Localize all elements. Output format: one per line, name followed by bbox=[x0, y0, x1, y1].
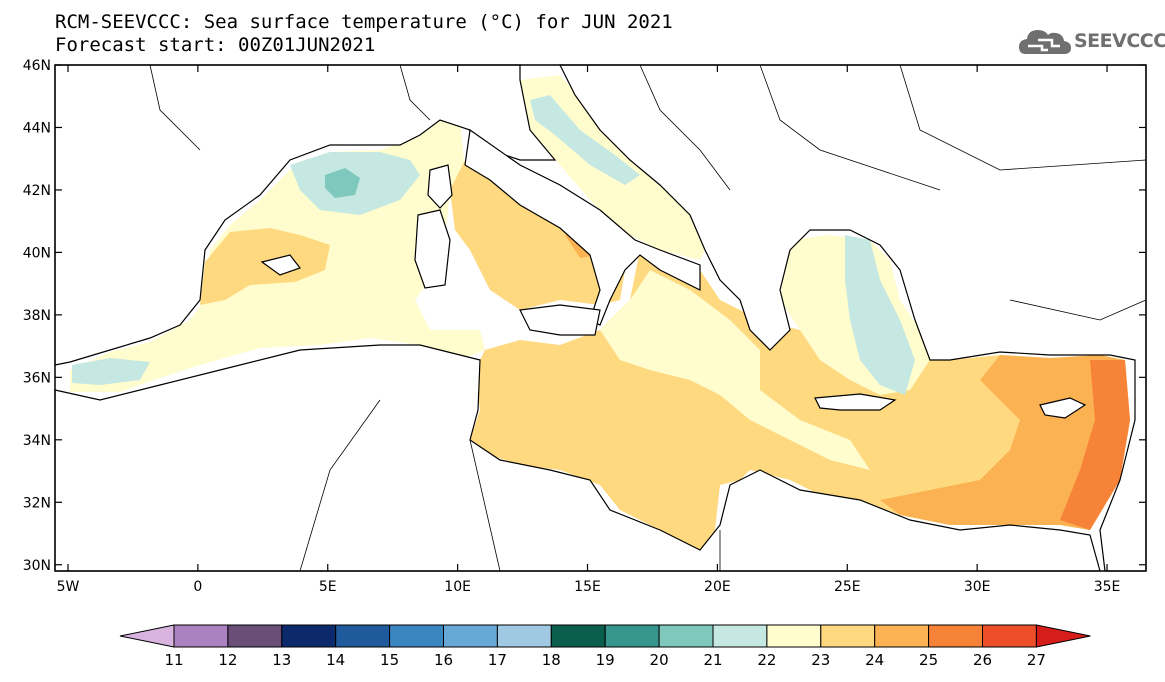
border-line bbox=[759, 64, 941, 191]
border-line bbox=[899, 64, 1147, 171]
colorbar-label: 12 bbox=[218, 651, 237, 669]
lon-tick-label: 5E bbox=[319, 579, 337, 595]
colorbar-swatch bbox=[604, 624, 660, 648]
colorbar-label: 20 bbox=[650, 651, 669, 669]
land-balearics bbox=[260, 254, 301, 276]
logo-text: SEEVCCC bbox=[1074, 30, 1165, 52]
lat-tick-label: 38N bbox=[23, 308, 51, 324]
colorbar-label: 27 bbox=[1027, 651, 1046, 669]
lon-tick-label: 0 bbox=[193, 579, 202, 595]
map-border bbox=[54, 64, 1147, 572]
lon-tick-label: 5W bbox=[57, 579, 80, 595]
colorbar-swatch bbox=[550, 624, 606, 648]
colorbar-swatch bbox=[712, 624, 768, 648]
cloud-icon bbox=[1019, 30, 1071, 54]
sst-region-22-adriatic bbox=[530, 95, 640, 185]
land-corsica bbox=[427, 164, 453, 209]
colorbar-swatch bbox=[982, 624, 1037, 648]
lon-tick-label: 15E bbox=[574, 579, 601, 595]
border-line bbox=[639, 64, 731, 191]
lon-tick-label: 25E bbox=[834, 579, 861, 595]
lon-tick-label: 10E bbox=[444, 579, 471, 595]
border-line bbox=[469, 439, 501, 572]
colorbar-swatch bbox=[173, 624, 229, 648]
colorbar-label: 22 bbox=[757, 651, 776, 669]
colorbar-label: 23 bbox=[811, 651, 830, 669]
lat-tick-label: 30N bbox=[23, 558, 51, 574]
colorbar-swatch bbox=[820, 624, 876, 648]
border-line bbox=[149, 64, 201, 151]
lat-tick-label: 32N bbox=[23, 495, 51, 511]
sst-region-24-west-band bbox=[200, 228, 330, 305]
sst-region-21-gulf-of-lion bbox=[325, 168, 360, 198]
colorbar-label: 21 bbox=[703, 651, 722, 669]
land-sicily bbox=[519, 304, 601, 336]
lat-tick-label: 40N bbox=[23, 245, 51, 261]
colorbar-upper-triangle bbox=[1035, 624, 1091, 648]
land-balkans-turkey bbox=[559, 64, 1147, 572]
lat-tick-label: 44N bbox=[23, 120, 51, 136]
colorbar-label: 25 bbox=[919, 651, 938, 669]
lon-tick-label: 20E bbox=[704, 579, 731, 595]
land-sardinia bbox=[414, 209, 451, 289]
seevccc-logo: SEEVCCC bbox=[1018, 24, 1165, 58]
land-iberia-france bbox=[54, 64, 557, 366]
colorbar-swatch bbox=[658, 624, 714, 648]
lon-tick-label: 30E bbox=[964, 579, 991, 595]
colorbar-swatch bbox=[496, 624, 552, 648]
colorbar-lower-triangle bbox=[119, 624, 175, 648]
colorbar-label: 19 bbox=[596, 651, 615, 669]
colorbar-label: 16 bbox=[434, 651, 453, 669]
forecast-start-subtitle: Forecast start: 00Z01JUN2021 bbox=[55, 34, 376, 56]
border-line bbox=[1009, 299, 1147, 321]
colorbar-label: 18 bbox=[542, 651, 561, 669]
axis-ticks: 46N 44N 42N 40N 38N 36N 34N 32N 30N 5W 0 5E 10E 15E 20… bbox=[23, 58, 1146, 595]
colorbar: 11 12 13 14 15 16 17 18 19 20 21 22 23 24 25 26 27 bbox=[119, 624, 1091, 669]
lat-tick-label: 36N bbox=[23, 370, 51, 386]
colorbar-swatch bbox=[443, 624, 498, 648]
colorbar-swatch bbox=[766, 624, 822, 648]
colorbar-swatch bbox=[227, 624, 283, 648]
sst-region-23-ionian bbox=[600, 270, 870, 470]
colorbar-label: 17 bbox=[488, 651, 507, 669]
sst-region-26-levantine bbox=[1060, 360, 1130, 530]
border-line bbox=[299, 399, 381, 572]
lat-tick-label: 34N bbox=[23, 433, 51, 449]
map-plot-area bbox=[54, 64, 1147, 572]
colorbar-swatch bbox=[874, 624, 930, 648]
sst-region-22-alboran bbox=[72, 358, 150, 385]
sst-fill-layer bbox=[70, 75, 1130, 550]
land-cyprus bbox=[1039, 397, 1087, 419]
land-layer bbox=[54, 64, 1147, 572]
colorbar-swatch bbox=[389, 624, 445, 648]
colorbar-swatch bbox=[928, 624, 983, 648]
colorbar-label: 13 bbox=[272, 651, 291, 669]
lat-tick-label: 46N bbox=[23, 58, 51, 74]
sst-region-22-aegean bbox=[845, 235, 915, 395]
colorbar-label: 26 bbox=[973, 651, 992, 669]
lat-tick-label: 42N bbox=[23, 183, 51, 199]
border-line bbox=[399, 64, 431, 121]
colorbar-swatch bbox=[335, 624, 391, 648]
colorbar-label: 15 bbox=[380, 651, 399, 669]
land-crete bbox=[814, 393, 897, 411]
colorbar-label: 14 bbox=[326, 651, 345, 669]
land-north-africa bbox=[54, 344, 1101, 572]
colorbar-label: 24 bbox=[865, 651, 884, 669]
sst-region-24-tyrrhenian bbox=[450, 150, 625, 310]
colorbar-label: 11 bbox=[164, 651, 183, 669]
country-borders bbox=[149, 64, 1147, 572]
lon-tick-label: 35E bbox=[1094, 579, 1121, 595]
colorbar-swatch bbox=[281, 624, 337, 648]
land-italy bbox=[464, 128, 701, 326]
map-title: RCM-SEEVCCC: Sea surface temperature (°C… bbox=[55, 11, 673, 33]
